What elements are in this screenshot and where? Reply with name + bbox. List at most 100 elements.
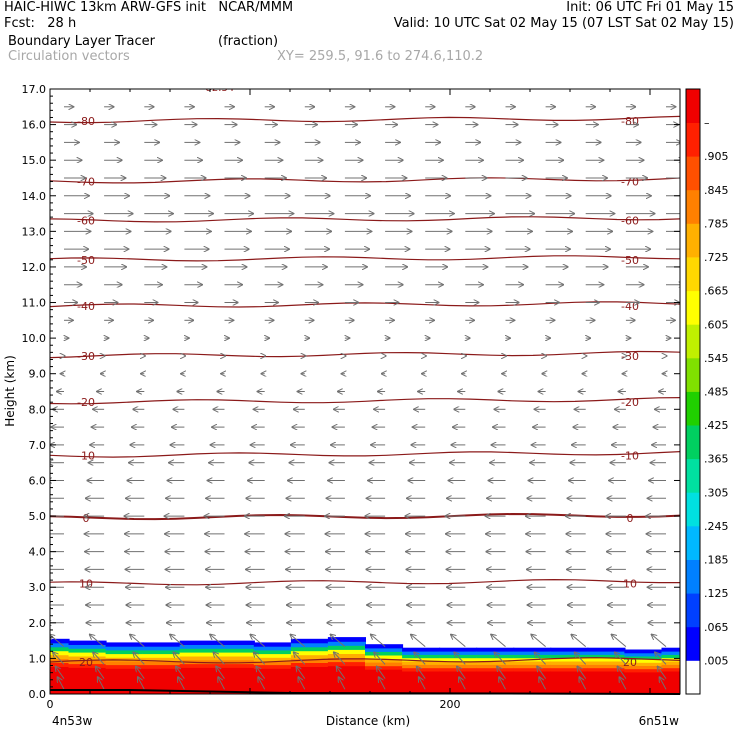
wind-vector: [130, 635, 145, 647]
tracer-cell: [179, 686, 218, 691]
colorbar-swatch: [686, 525, 700, 560]
tracer-cell: [50, 638, 70, 644]
tracer-cell: [476, 667, 515, 672]
tracer-cell: [68, 640, 107, 645]
colorbar-swatch: [686, 324, 700, 359]
tracer-cell: [290, 662, 329, 667]
tracer-cell: [402, 687, 441, 692]
wind-vector: [652, 635, 667, 647]
isotherm-label: -60: [621, 215, 639, 228]
tracer-cell: [142, 642, 181, 647]
tracer-cell: [476, 647, 515, 652]
tracer-cell: [587, 680, 626, 685]
y-tick-label: 9.0: [29, 368, 47, 381]
tracer-cell: [105, 679, 144, 684]
tracer-cell: [68, 671, 107, 676]
tracer-cell: [476, 680, 515, 685]
tracer-cell: [179, 655, 218, 661]
y-tick-label: 0.0: [29, 688, 47, 701]
tracer-cell: [439, 687, 478, 692]
colorbar-label: .785: [704, 217, 729, 230]
isotherm-label: -10: [77, 450, 95, 463]
tracer-cell: [253, 649, 292, 655]
wind-vector: [214, 652, 225, 665]
header-forecast-hour: Fcst: 28 h: [4, 16, 77, 31]
tracer-cell: [513, 654, 552, 659]
tracer-cell: [476, 690, 515, 694]
tracer-cell: [50, 654, 70, 660]
tracer-cell: [216, 674, 255, 680]
tracer-cell: [142, 675, 181, 680]
y-tick-label: 2.0: [29, 617, 47, 630]
isotherm-label: -40: [77, 300, 95, 313]
y-axis: 0.0 1.0 2.0 3.0 4.0 5.0 6.0 7.0 8.0 9.0 10.0 11.0 12…: [22, 83, 680, 701]
tracer-cell: [365, 669, 404, 674]
tracer-cell: [550, 651, 589, 655]
tracer-cell: [402, 647, 441, 652]
colorbar-swatch: [686, 425, 700, 460]
tracer-cell: [624, 665, 663, 670]
tracer-cell: [661, 651, 680, 655]
colorbar-swatch: [686, 257, 700, 292]
tracer-cell: [439, 657, 478, 662]
tracer-cell: [105, 664, 144, 669]
tracer-cell: [587, 677, 626, 682]
colorbar-label: .185: [704, 554, 729, 567]
tracer-cell: [179, 678, 218, 684]
tracer-cell: [402, 684, 441, 688]
tracer-cell: [216, 644, 255, 649]
tracer-cell: [476, 661, 515, 665]
tracer-cell: [587, 667, 626, 672]
x-tick-label: 200: [440, 698, 461, 711]
tracer-cell: [105, 682, 144, 688]
wind-vector: [491, 635, 506, 647]
colorbar-swatch: [686, 559, 700, 594]
tracer-cell: [327, 689, 366, 694]
tracer-cell: [105, 690, 144, 694]
x-axis-title: Distance (km): [326, 714, 410, 728]
tracer-cell: [105, 657, 144, 662]
colorbar-swatch: [686, 458, 700, 493]
wind-vector: [133, 652, 145, 665]
tracer-cell: [624, 662, 663, 666]
wind-vector: [374, 652, 386, 665]
tracer-cell: [142, 657, 181, 662]
wind-vector: [419, 677, 426, 690]
x-start-location: 4n53w: [52, 714, 93, 728]
colorbar-swatch: [686, 391, 700, 426]
wind-vector: [331, 635, 346, 647]
tracer-cell: [550, 654, 589, 659]
isotherm-label: -80: [621, 115, 639, 128]
wind-vector: [539, 677, 547, 690]
tracer-cell: [550, 684, 589, 688]
tracer-cell: [142, 653, 181, 658]
isotherm-label: -80: [77, 115, 95, 128]
tracer-cell: [50, 642, 70, 648]
tracer-cell: [142, 690, 181, 694]
tracer-cell: [290, 690, 329, 694]
wind-vector: [658, 667, 667, 679]
wind-vector: [334, 652, 346, 665]
colorbar-label: .305: [704, 486, 729, 499]
tracer-cell: [105, 686, 144, 691]
header-vector-name: Circulation vectors: [8, 49, 130, 64]
colorbar-swatch: [686, 660, 700, 695]
wind-vector: [258, 677, 266, 690]
isotherm-label: -70: [77, 176, 95, 189]
colorbar-label: .425: [704, 419, 729, 432]
isotherm-label: 10: [623, 578, 637, 591]
tracer-cell: [661, 661, 680, 665]
wind-vector: [173, 652, 185, 665]
isotherm-label: 20: [623, 656, 637, 669]
tracer-cell: [216, 655, 255, 661]
wind-vector: [210, 635, 225, 647]
tracer-cell: [327, 677, 366, 683]
wind-vector: [620, 677, 627, 690]
wind-vector: [615, 652, 627, 665]
tracer-cell: [402, 651, 441, 655]
tracer-cell: [476, 670, 515, 675]
y-tick-label: 6.0: [29, 474, 47, 487]
tracer-cell: [550, 674, 589, 679]
tracer-cell: [365, 683, 404, 688]
tracer-cell: [587, 690, 626, 694]
